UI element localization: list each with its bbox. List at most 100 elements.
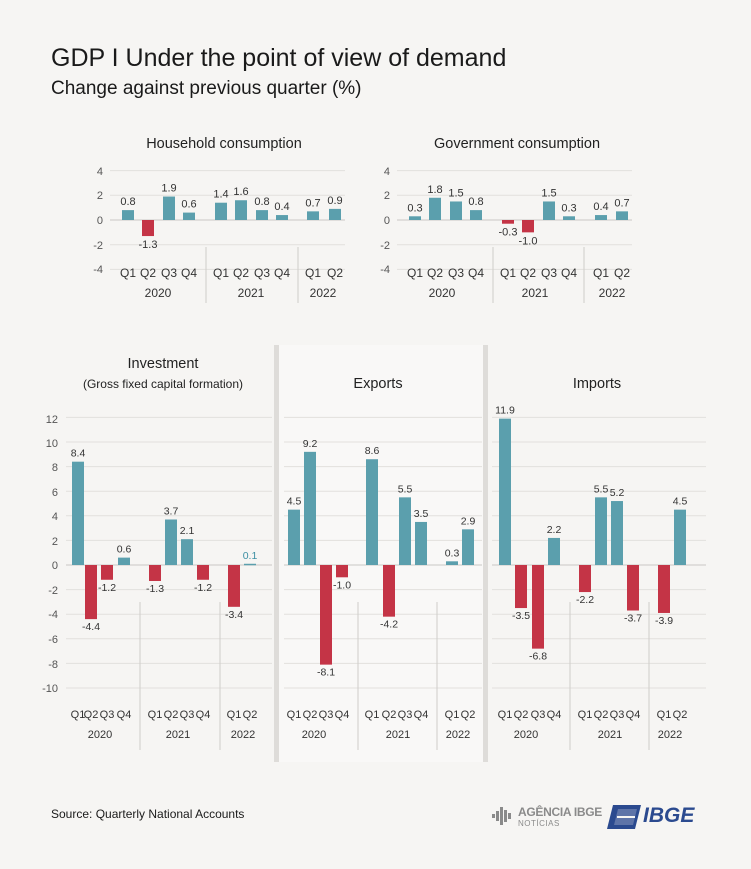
government-quarter-label: Q1 <box>407 266 423 280</box>
household-value-label: 0.7 <box>305 197 320 209</box>
government-quarter-label: Q2 <box>614 266 630 280</box>
investment-year-label: 2020 <box>88 729 112 741</box>
government-value-label: -1.0 <box>519 235 538 247</box>
investment-ytick-label: -6 <box>48 634 58 646</box>
imports-quarter-label: Q2 <box>514 709 529 721</box>
household-quarter-label: Q1 <box>305 266 321 280</box>
household-bar <box>142 220 154 237</box>
page-title: GDP I Under the point of view of demand <box>51 44 507 72</box>
government-bar <box>616 211 628 220</box>
government-ytick-label: 4 <box>384 166 390 178</box>
exports-bar <box>304 451 316 565</box>
investment-quarter-label: Q4 <box>117 709 132 721</box>
imports-year-label: 2022 <box>658 729 682 741</box>
household-quarter-label: Q4 <box>274 266 290 280</box>
imports-value-label: -6.8 <box>529 651 547 663</box>
investment-value-label: -1.2 <box>194 582 212 594</box>
imports-bar <box>499 418 511 565</box>
exports-value-label: 9.2 <box>303 438 318 450</box>
imports-value-label: -3.9 <box>655 615 673 627</box>
imports-bar <box>674 509 686 565</box>
imports-value-label: 4.5 <box>673 496 688 508</box>
investment-quarter-label: Q2 <box>84 709 99 721</box>
investment-quarter-label: Q1 <box>148 709 163 721</box>
household-year-label: 2022 <box>310 286 337 300</box>
exports-value-label: -8.1 <box>317 667 335 679</box>
investment-value-label: -1.3 <box>146 583 164 595</box>
investment-ytick-label: 4 <box>52 511 58 523</box>
investment-bar <box>118 557 130 565</box>
household-year-label: 2020 <box>145 286 172 300</box>
imports-bar <box>548 537 560 565</box>
government-ytick-label: -4 <box>380 264 390 276</box>
investment-value-label: -4.4 <box>82 621 100 633</box>
exports-value-label: 8.6 <box>365 445 380 457</box>
exports-bar <box>462 529 474 565</box>
household-value-label: 0.8 <box>120 196 135 208</box>
government-ytick-label: -2 <box>380 240 390 252</box>
panel-divider <box>483 345 488 762</box>
household-value-label: 1.9 <box>161 183 176 195</box>
government-quarter-label: Q2 <box>520 266 536 280</box>
household-bar <box>329 208 341 220</box>
imports-year-label: 2021 <box>598 729 622 741</box>
household-value-label: 0.9 <box>327 195 342 207</box>
exports-bar <box>415 521 427 565</box>
government-quarter-label: Q1 <box>500 266 516 280</box>
government-bar <box>450 201 462 220</box>
household-ytick-label: 4 <box>97 166 103 178</box>
household-value-label: 1.4 <box>213 189 228 201</box>
government-quarter-label: Q1 <box>593 266 609 280</box>
exports-quarter-label: Q1 <box>287 709 302 721</box>
imports-value-label: -3.7 <box>624 613 642 625</box>
investment-quarter-label: Q2 <box>164 709 179 721</box>
household-bar <box>215 202 227 220</box>
investment-bar <box>228 565 240 607</box>
government-year-label: 2022 <box>599 286 626 300</box>
household-bar <box>307 211 319 220</box>
imports-value-label: -3.5 <box>512 610 530 622</box>
investment-bar <box>101 565 113 580</box>
household-ytick-label: -2 <box>93 240 103 252</box>
household-bar <box>256 210 268 220</box>
exports-value-label: 3.5 <box>414 508 429 520</box>
exports-bar <box>399 497 411 565</box>
government-bar <box>563 216 575 220</box>
investment-value-label: -3.4 <box>225 609 243 621</box>
exports-value-label: 4.5 <box>287 496 302 508</box>
government-ytick-label: 2 <box>384 190 390 202</box>
exports-year-label: 2022 <box>446 729 470 741</box>
investment-quarter-label: Q3 <box>100 709 115 721</box>
household-value-label: 1.6 <box>233 186 248 198</box>
exports-value-label: -1.0 <box>333 579 351 591</box>
investment-quarter-label: Q1 <box>227 709 242 721</box>
imports-bar <box>611 501 623 565</box>
government-bar <box>429 197 441 220</box>
government-year-label: 2021 <box>522 286 549 300</box>
imports-year-label: 2020 <box>514 729 538 741</box>
household-quarter-label: Q2 <box>327 266 343 280</box>
exports-value-label: 0.3 <box>445 547 460 559</box>
ibge-logo-icon <box>607 805 641 829</box>
investment-ytick-label: -4 <box>48 609 58 621</box>
exports-quarter-label: Q1 <box>365 709 380 721</box>
imports-bar <box>579 565 591 593</box>
exports-bar <box>336 565 348 578</box>
investment-ytick-label: 12 <box>46 414 58 426</box>
government-value-label: 0.3 <box>407 202 422 214</box>
exports-year-label: 2020 <box>302 729 326 741</box>
investment-chart-title: Investment <box>128 356 199 372</box>
imports-value-label: 5.2 <box>610 487 625 499</box>
exports-value-label: 5.5 <box>398 483 413 495</box>
investment-ytick-label: 6 <box>52 487 58 499</box>
household-quarter-label: Q1 <box>120 266 136 280</box>
government-quarter-label: Q4 <box>561 266 577 280</box>
government-value-label: 1.5 <box>541 187 556 199</box>
government-value-label: 1.8 <box>427 184 442 196</box>
exports-bar <box>383 565 395 617</box>
household-value-label: 0.8 <box>254 196 269 208</box>
imports-quarter-label: Q4 <box>547 709 562 721</box>
agencia-logo-subtext: NOTÍCIAS <box>518 819 560 828</box>
exports-year-label: 2021 <box>386 729 410 741</box>
